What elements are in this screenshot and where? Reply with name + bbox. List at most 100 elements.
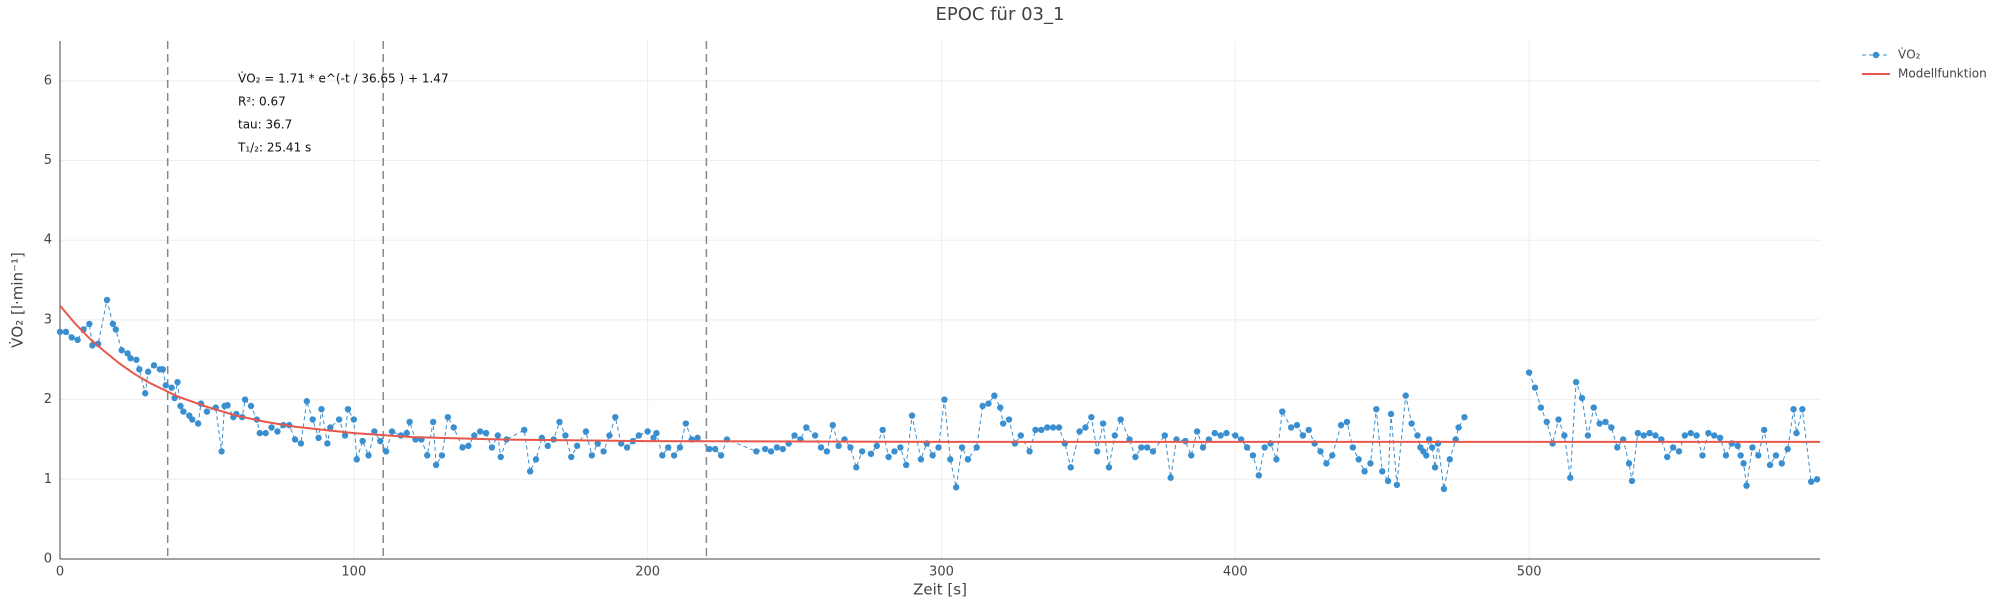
data-point <box>917 456 925 463</box>
data-point <box>1431 464 1439 471</box>
data-point <box>488 444 496 451</box>
data-point <box>1402 392 1409 399</box>
data-point <box>1734 442 1741 450</box>
data-point <box>568 453 575 461</box>
x-tick-label: 0 <box>56 565 64 580</box>
y-tick-label: 4 <box>44 233 52 248</box>
data-point <box>682 420 690 427</box>
data-point <box>1693 432 1700 439</box>
y-axis-label: V̇O₂ [l·min⁻¹] <box>8 252 27 348</box>
data-point <box>142 390 149 397</box>
data-point <box>1687 429 1694 437</box>
data-point <box>86 320 93 328</box>
data-point <box>1393 481 1401 489</box>
data-point <box>835 442 842 450</box>
data-point <box>1055 424 1063 431</box>
data-point <box>544 442 551 450</box>
data-point <box>1161 432 1168 439</box>
data-point <box>1088 413 1095 421</box>
data-point <box>162 382 169 389</box>
data-point <box>985 400 992 407</box>
data-point <box>1076 428 1083 435</box>
data-point <box>1555 416 1562 423</box>
data-point <box>1117 416 1124 423</box>
data-point <box>1211 429 1218 437</box>
data-point <box>1699 452 1706 459</box>
data-point <box>644 428 651 435</box>
data-point <box>753 448 760 455</box>
data-point <box>350 416 358 423</box>
data-point <box>791 432 798 439</box>
data-point <box>1111 432 1119 439</box>
data-point <box>56 328 64 336</box>
data-point <box>218 448 225 455</box>
data-point <box>118 347 125 354</box>
data-point <box>194 420 202 427</box>
data-point <box>670 452 678 459</box>
data-point <box>1766 461 1774 469</box>
data-point <box>1044 424 1051 431</box>
data-point <box>532 456 540 463</box>
data-point <box>247 402 255 410</box>
data-point <box>1455 424 1462 431</box>
data-point <box>1038 426 1045 434</box>
data-point <box>1543 418 1550 426</box>
data-point <box>1293 421 1301 429</box>
annotation: T₁/₂: 25.41 s <box>237 141 311 155</box>
data-point <box>1255 472 1262 479</box>
data-point <box>497 453 504 461</box>
data-point <box>979 402 986 410</box>
data-point <box>1082 424 1089 431</box>
data-point <box>388 428 396 435</box>
data-point <box>303 398 311 405</box>
data-point <box>241 396 249 403</box>
data-point <box>1669 444 1677 451</box>
data-point <box>761 445 769 453</box>
data-point <box>1337 421 1345 429</box>
data-point <box>588 452 596 459</box>
data-point <box>353 456 360 463</box>
data-point <box>964 456 972 463</box>
data-point <box>68 334 75 341</box>
data-point <box>1287 424 1295 431</box>
data-point <box>403 429 410 437</box>
data-point <box>823 448 831 455</box>
data-point <box>521 426 528 434</box>
data-point <box>377 437 384 445</box>
data-point <box>1243 444 1251 451</box>
data-point <box>1716 434 1724 442</box>
data-point <box>1349 444 1357 451</box>
data-point <box>297 440 305 447</box>
data-point <box>829 421 836 429</box>
data-point <box>1646 429 1653 437</box>
data-point <box>1743 482 1750 489</box>
data-point <box>1760 426 1768 434</box>
x-tick-label: 100 <box>341 565 366 580</box>
data-point <box>897 444 904 451</box>
data-point <box>973 444 980 451</box>
data-point <box>444 413 452 421</box>
data-point <box>858 448 866 455</box>
data-point <box>1799 405 1806 413</box>
data-point <box>1232 432 1239 439</box>
data-point <box>706 445 713 453</box>
data-point <box>1807 478 1815 485</box>
data-point <box>424 452 431 459</box>
data-point <box>1446 456 1453 463</box>
data-point <box>274 428 281 435</box>
data-point <box>1608 424 1615 431</box>
data-point <box>935 444 942 451</box>
data-point <box>74 336 81 344</box>
data-point <box>623 444 631 451</box>
data-point <box>371 428 378 435</box>
data-point <box>653 429 660 437</box>
data-point <box>817 444 825 451</box>
data-point <box>315 434 322 442</box>
data-point <box>1099 420 1107 427</box>
data-point <box>144 368 152 375</box>
data-point <box>1737 452 1744 459</box>
data-point <box>1790 405 1797 413</box>
data-point <box>476 428 484 435</box>
data-point <box>847 444 854 451</box>
